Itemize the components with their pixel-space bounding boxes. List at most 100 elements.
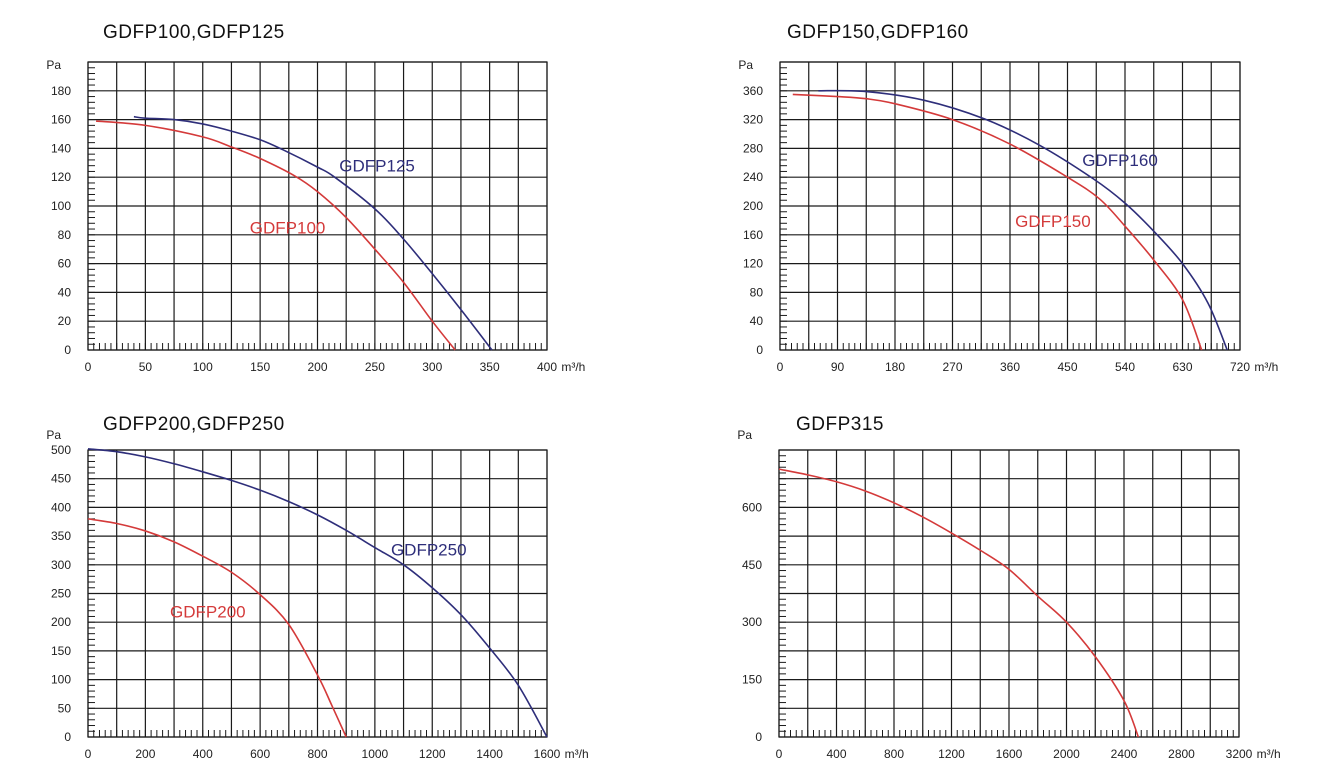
x-tick-label: 150: [250, 360, 270, 374]
y-tick-label: 450: [51, 472, 71, 486]
chart-title: GDFP150,GDFP160: [787, 22, 969, 43]
x-tick-label: 0: [85, 747, 92, 761]
x-tick-label: 450: [1057, 360, 1077, 374]
x-tick-label: 720: [1230, 360, 1250, 374]
y-tick-label: 50: [58, 701, 72, 715]
x-unit-label: m³/h: [1254, 360, 1278, 374]
chart-panel-1: GDFP150,GDFP160 0 90 180 270 360 450 540 630 720 m…: [738, 22, 1278, 374]
y-tick-label: 240: [743, 170, 763, 184]
x-tick-label: 360: [1000, 360, 1020, 374]
x-tick-label: 50: [139, 360, 153, 374]
x-tick-label: 90: [831, 360, 845, 374]
y-tick-label: 500: [51, 443, 71, 457]
series-label-gdfp160: GDFP160: [1082, 151, 1158, 170]
y-tick-label: 140: [51, 141, 71, 155]
y-tick-label: 120: [743, 257, 763, 271]
x-tick-label: 1000: [362, 747, 389, 761]
x-tick-label: 250: [365, 360, 385, 374]
x-tick-label: 800: [307, 747, 327, 761]
y-tick-label: 100: [51, 673, 71, 687]
y-tick-label: 350: [51, 529, 71, 543]
series-label-gdfp100: GDFP100: [250, 219, 326, 238]
chart-title: GDFP100,GDFP125: [103, 22, 285, 43]
x-tick-label: 400: [193, 747, 213, 761]
y-tick-label: 200: [743, 199, 763, 213]
series-label-gdfp200: GDFP200: [170, 602, 246, 621]
x-tick-label: 350: [480, 360, 500, 374]
series-curve-gdfp160: [818, 89, 1228, 351]
y-tick-label: 40: [750, 314, 764, 328]
x-tick-label: 0: [776, 747, 783, 761]
x-tick-label: 630: [1172, 360, 1192, 374]
x-tick-label: 400: [826, 747, 846, 761]
x-tick-label: 200: [307, 360, 327, 374]
x-tick-label: 100: [193, 360, 213, 374]
x-tick-label: 1600: [996, 747, 1023, 761]
x-tick-label: 1400: [476, 747, 503, 761]
y-tick-label: 450: [742, 558, 762, 572]
y-tick-label: 80: [58, 228, 72, 242]
y-tick-label: 300: [742, 615, 762, 629]
y-tick-label: 150: [51, 644, 71, 658]
x-tick-label: 200: [135, 747, 155, 761]
y-unit-label: Pa: [46, 428, 61, 442]
y-tick-label: 160: [51, 113, 71, 127]
chart-title: GDFP200,GDFP250: [103, 414, 285, 435]
y-tick-label: 0: [64, 343, 71, 357]
chart-title: GDFP315: [796, 414, 884, 435]
y-tick-label: 200: [51, 615, 71, 629]
x-tick-label: 800: [884, 747, 904, 761]
x-tick-label: 1200: [938, 747, 965, 761]
series-curve-gdfp100: [95, 120, 456, 351]
y-tick-label: 20: [58, 314, 72, 328]
y-tick-label: 120: [51, 170, 71, 184]
y-tick-label: 160: [743, 228, 763, 242]
x-tick-label: 2400: [1111, 747, 1138, 761]
series-label-gdfp150: GDFP150: [1015, 212, 1091, 231]
y-unit-label: Pa: [46, 58, 61, 72]
x-tick-label: 3200: [1226, 747, 1253, 761]
y-tick-label: 40: [58, 285, 72, 299]
x-unit-label: m³/h: [561, 360, 585, 374]
series-label-gdfp250: GDFP250: [391, 540, 467, 559]
y-tick-label: 250: [51, 587, 71, 601]
y-tick-label: 0: [755, 730, 762, 744]
chart-panel-3: GDFP315 0 400 800 1200 1600 2000 2400 2800 3200 m³…: [737, 414, 1280, 761]
x-tick-label: 1600: [534, 747, 561, 761]
y-tick-label: 400: [51, 500, 71, 514]
x-tick-label: 540: [1115, 360, 1135, 374]
y-unit-label: Pa: [737, 428, 752, 442]
x-tick-label: 300: [422, 360, 442, 374]
y-tick-label: 360: [743, 84, 763, 98]
x-tick-label: 0: [85, 360, 92, 374]
y-tick-label: 60: [58, 257, 72, 271]
y-unit-label: Pa: [738, 58, 753, 72]
x-tick-label: 1200: [419, 747, 446, 761]
x-tick-label: 0: [777, 360, 784, 374]
x-tick-label: 2800: [1168, 747, 1195, 761]
y-tick-label: 0: [64, 730, 71, 744]
series-curve-gdfp200: [87, 518, 347, 738]
x-tick-label: 400: [537, 360, 557, 374]
y-tick-label: 180: [51, 84, 71, 98]
series-label-gdfp125: GDFP125: [339, 157, 415, 176]
y-tick-label: 150: [742, 673, 762, 687]
series-curve-gdfp315: [778, 468, 1140, 738]
x-unit-label: m³/h: [565, 747, 589, 761]
series-curve-gdfp125: [133, 115, 493, 351]
x-tick-label: 600: [250, 747, 270, 761]
x-tick-label: 2000: [1053, 747, 1080, 761]
y-tick-label: 80: [750, 285, 764, 299]
x-tick-label: 180: [885, 360, 905, 374]
y-tick-label: 0: [756, 343, 763, 357]
y-tick-label: 100: [51, 199, 71, 213]
x-unit-label: m³/h: [1257, 747, 1281, 761]
y-tick-label: 280: [743, 141, 763, 155]
y-tick-label: 300: [51, 558, 71, 572]
x-tick-label: 270: [942, 360, 962, 374]
y-tick-label: 600: [742, 500, 762, 514]
y-tick-label: 320: [743, 113, 763, 127]
series-curve-gdfp150: [792, 93, 1203, 351]
